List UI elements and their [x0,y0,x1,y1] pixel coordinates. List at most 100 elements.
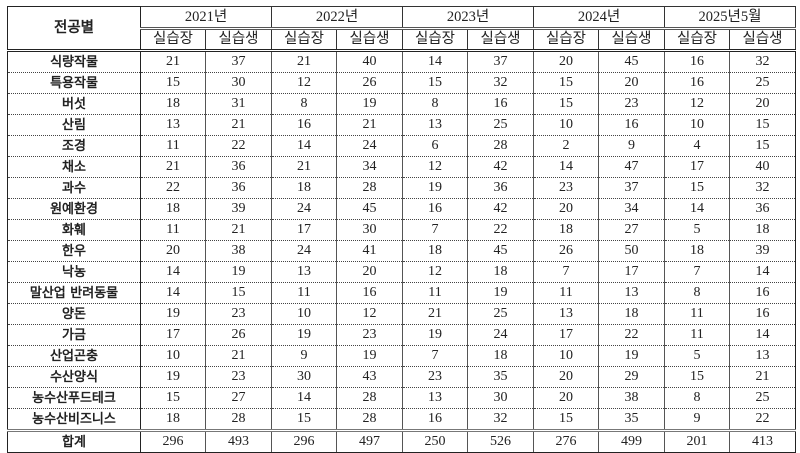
trainees-cell: 22 [205,135,272,157]
trainees-cell: 526 [467,429,534,453]
trainees-cell: 42 [467,156,534,178]
sites-cell: 19 [271,324,337,346]
trainees-cell: 22 [729,408,796,431]
sites-cell: 13 [402,114,468,136]
sites-cell: 7 [402,345,468,367]
sites-cell: 18 [533,219,599,241]
sites-cell: 15 [402,72,468,94]
sites-cell: 8 [664,282,730,304]
sites-cell: 7 [533,261,599,283]
year-header: 2023년 [402,6,534,30]
trainees-cell: 29 [598,366,665,388]
year-header: 2021년 [140,6,272,30]
row-label: 가금 [7,324,141,346]
sites-cell: 8 [402,93,468,115]
row-label: 말산업 반려동물 [7,282,141,304]
sites-cell: 4 [664,135,730,157]
trainees-cell: 30 [205,72,272,94]
row-label: 조경 [7,135,141,157]
trainees-cell: 27 [598,219,665,241]
trainees-cell: 26 [205,324,272,346]
trainees-cell: 16 [598,114,665,136]
row-label: 과수 [7,177,141,199]
sites-cell: 15 [533,408,599,431]
trainees-header: 실습생 [729,28,796,52]
trainees-cell: 17 [598,261,665,283]
trainees-cell: 21 [205,219,272,241]
sites-cell: 16 [402,408,468,431]
trainees-cell: 27 [205,387,272,409]
trainees-cell: 45 [467,240,534,262]
sites-cell: 11 [533,282,599,304]
trainees-cell: 19 [598,345,665,367]
sites-header: 실습장 [664,28,730,52]
trainees-cell: 21 [205,345,272,367]
sites-cell: 15 [533,72,599,94]
table-row: 식량작물 21 37 21 40 14 37 20 45 16 32 [7,50,796,73]
trainees-cell: 35 [467,366,534,388]
trainees-cell: 36 [729,198,796,220]
trainees-cell: 20 [598,72,665,94]
sites-cell: 17 [533,324,599,346]
row-label: 한우 [7,240,141,262]
trainees-cell: 13 [729,345,796,367]
sites-cell: 21 [271,156,337,178]
trainees-cell: 21 [336,114,403,136]
trainees-cell: 37 [598,177,665,199]
table-row: 채소 21 36 21 34 12 42 14 47 17 40 [7,156,796,178]
sites-cell: 14 [664,198,730,220]
sites-cell: 11 [271,282,337,304]
sites-cell: 21 [402,303,468,325]
sites-cell: 18 [140,198,206,220]
sites-cell: 296 [271,429,337,453]
sites-cell: 15 [533,93,599,115]
sites-cell: 5 [664,345,730,367]
table-row: 낙농 14 19 13 20 12 18 7 17 7 14 [7,261,796,283]
trainees-cell: 36 [205,156,272,178]
trainees-cell: 38 [205,240,272,262]
sites-cell: 10 [140,345,206,367]
sites-cell: 15 [140,387,206,409]
trainees-cell: 32 [729,50,796,73]
practice-sites-table: 전공별 2021년 2022년 2023년 2024년 2025년5월 실습장 실습생 실습… [7,6,796,453]
trainees-cell: 34 [598,198,665,220]
sites-cell: 17 [271,219,337,241]
sites-cell: 23 [533,177,599,199]
row-label: 낙농 [7,261,141,283]
sites-cell: 30 [271,366,337,388]
sites-cell: 10 [533,114,599,136]
sites-cell: 276 [533,429,599,453]
trainees-cell: 499 [598,429,665,453]
trainees-cell: 28 [336,177,403,199]
trainees-cell: 32 [729,177,796,199]
trainees-cell: 25 [729,387,796,409]
trainees-cell: 50 [598,240,665,262]
trainees-cell: 413 [729,429,796,453]
sites-cell: 20 [533,198,599,220]
sites-cell: 5 [664,219,730,241]
row-label: 식량작물 [7,50,141,73]
sites-cell: 20 [140,240,206,262]
trainees-cell: 28 [336,408,403,431]
trainees-cell: 28 [205,408,272,431]
sites-cell: 12 [402,261,468,283]
sites-cell: 8 [271,93,337,115]
table-row: 산림 13 21 16 21 13 25 10 16 10 15 [7,114,796,136]
sites-cell: 17 [664,156,730,178]
trainees-cell: 24 [336,135,403,157]
trainees-cell: 497 [336,429,403,453]
sites-header: 실습장 [402,28,468,52]
trainees-cell: 15 [729,135,796,157]
trainees-cell: 37 [205,50,272,73]
trainees-cell: 19 [336,345,403,367]
trainees-cell: 23 [598,93,665,115]
sites-cell: 296 [140,429,206,453]
table-row: 과수 22 36 18 28 19 36 23 37 15 32 [7,177,796,199]
trainees-cell: 19 [467,282,534,304]
sites-cell: 18 [140,408,206,431]
sites-cell: 9 [271,345,337,367]
sites-cell: 14 [271,135,337,157]
table-row: 조경 11 22 14 24 6 28 2 9 4 15 [7,135,796,157]
row-label: 산업곤충 [7,345,141,367]
trainees-cell: 25 [467,303,534,325]
